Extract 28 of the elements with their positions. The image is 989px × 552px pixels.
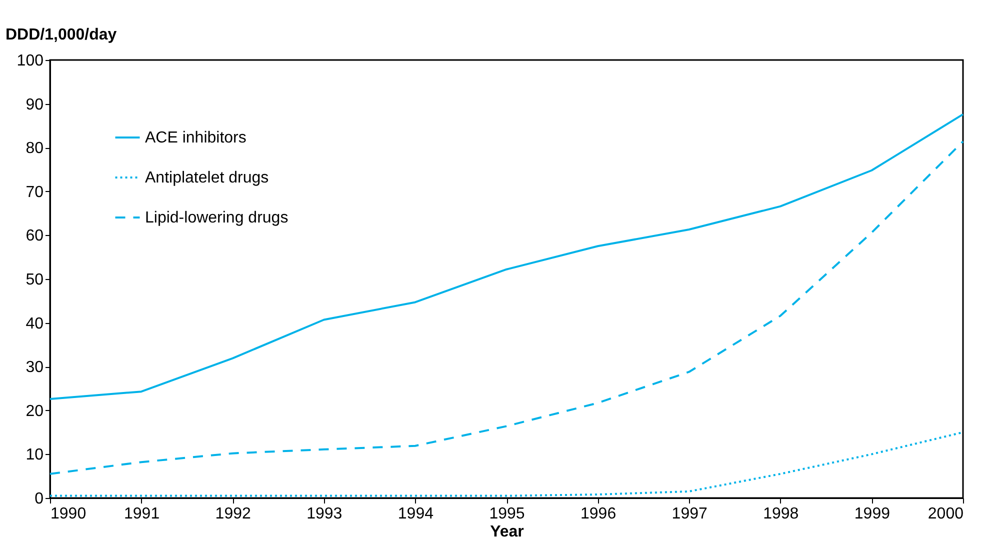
y-tick-label: 70 [26,184,44,201]
x-tick-label: 1997 [672,506,708,522]
line-series [49,113,964,400]
y-tick-label: 60 [26,228,44,245]
y-tick-label: 0 [34,490,44,508]
legend-label: Lipid-lowering drugs [145,210,288,226]
y-tick-label: 90 [26,96,44,114]
y-tick-label: 10 [26,446,44,464]
y-tick-label: 20 [26,402,44,420]
y-tick-label: 100 [16,52,44,70]
x-tick-label: 1992 [215,506,251,522]
x-tick-label: 1991 [124,506,160,522]
x-tick-label: 1999 [854,506,890,522]
y-tick-label: 50 [26,272,44,288]
x-tick-label: 1994 [398,506,434,522]
y-axis-title: DDD/1,000/day [6,26,117,44]
legend-label: ACE inhibitors [145,130,246,146]
y-tick-label: 80 [26,140,44,158]
x-tick-label: 1998 [763,506,799,522]
x-tick-label: 1995 [489,506,525,522]
x-tick-label: 1990 [50,506,86,522]
x-tick-label: 1993 [306,506,342,522]
y-tick-label: 30 [26,359,44,376]
x-tick-label: 2000 [928,506,964,522]
x-axis-title: Year [490,524,524,540]
legend-label: Antiplatelet drugs [145,170,269,186]
x-tick-label: 1996 [580,506,616,522]
y-tick-label: 40 [26,315,44,332]
